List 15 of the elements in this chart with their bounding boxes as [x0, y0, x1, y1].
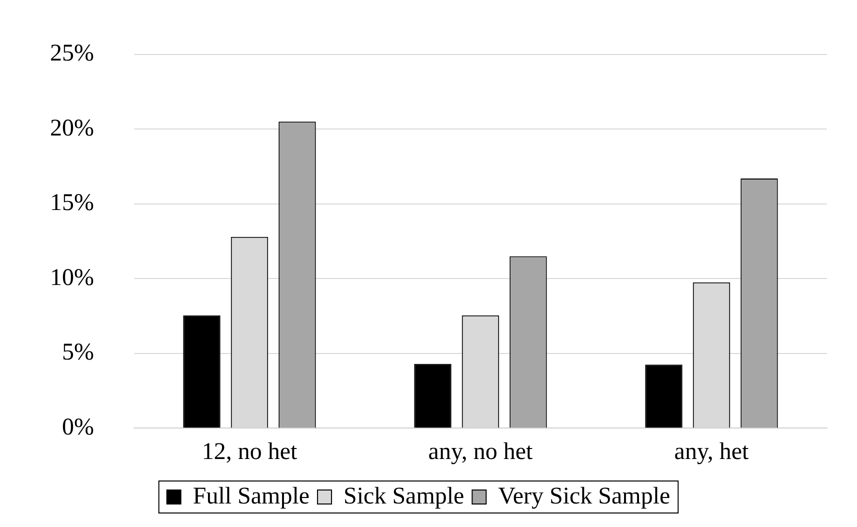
bar: [183, 315, 220, 428]
legend-label: Full Sample: [192, 483, 310, 510]
y-tick-label: 5%: [62, 340, 94, 366]
y-tick-label: 20%: [50, 115, 94, 142]
bar: [414, 364, 452, 428]
y-tick-label: 10%: [50, 264, 94, 291]
x-tick-label: any, het: [674, 438, 750, 465]
y-tick-label: 25%: [50, 40, 94, 67]
legend-label: Very Sick Sample: [498, 483, 670, 510]
x-tick-label: 12, no het: [202, 438, 298, 465]
legend-label: Sick Sample: [344, 483, 464, 510]
x-tick-label: any, no het: [428, 438, 534, 465]
y-tick-label: 0%: [62, 414, 94, 440]
bar: [645, 364, 682, 428]
y-tick-label: 15%: [50, 190, 94, 216]
